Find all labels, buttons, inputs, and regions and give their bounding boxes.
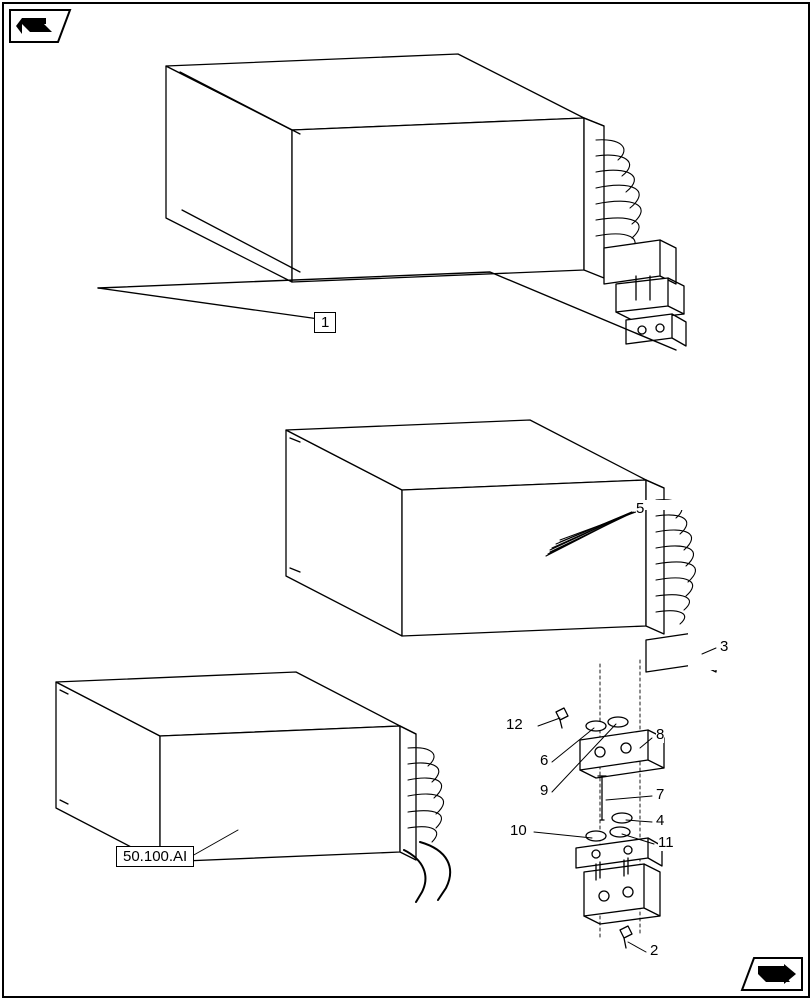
assembly-middle: [286, 420, 716, 728]
nav-icon-next: [740, 956, 804, 992]
callout-12: 12: [506, 716, 523, 733]
assembly-heater-core: [56, 672, 450, 902]
callout-7: 7: [656, 786, 664, 803]
callout-11: 11: [658, 834, 674, 851]
part-expansion-valve: [580, 730, 664, 778]
callout-8: 8: [656, 726, 664, 743]
callout-10: 10: [510, 822, 527, 839]
callout-1: 1: [314, 312, 336, 333]
part-connector-block: [584, 858, 660, 924]
callout-5: 5: [636, 500, 644, 517]
callout-2: 2: [650, 942, 658, 959]
assembly-top: [166, 54, 686, 346]
callout-4: 4: [656, 812, 664, 829]
callout-ref: 50.100.AI: [116, 846, 194, 867]
callout-3: 3: [720, 638, 728, 655]
nav-icon-prev: [8, 8, 72, 44]
callout-9: 9: [540, 782, 548, 799]
callout-6: 6: [540, 752, 548, 769]
